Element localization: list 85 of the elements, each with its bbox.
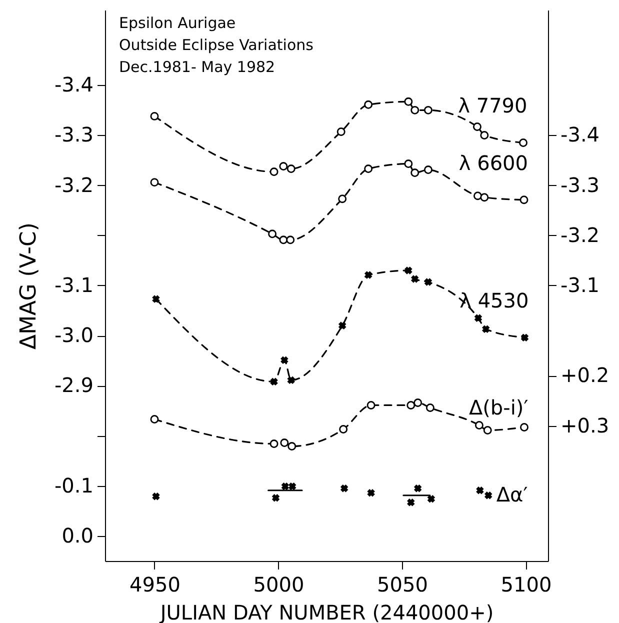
series-label: λ 7790 [458, 94, 528, 118]
y-tick-label: -3.2 [54, 172, 94, 197]
point [150, 112, 159, 120]
point [367, 489, 375, 497]
point [286, 164, 296, 174]
point [482, 325, 490, 333]
x-tick-label: 5000 [253, 572, 304, 596]
y-tick-label: 0.0 [62, 523, 94, 548]
point [521, 334, 528, 342]
point [484, 492, 492, 500]
point [474, 421, 484, 430]
point [339, 425, 348, 434]
point [150, 178, 159, 187]
x-tick-label: 5100 [500, 572, 552, 596]
y3-tick-label: -3.1 [54, 273, 94, 297]
point [404, 97, 413, 106]
point [281, 482, 289, 490]
x-tick-label: 5050 [377, 572, 428, 596]
point [414, 398, 422, 407]
point [480, 193, 489, 202]
point [414, 484, 422, 492]
point [424, 106, 432, 114]
y3-tick-label: -2.9 [54, 373, 94, 398]
point [279, 162, 288, 171]
point [476, 486, 484, 494]
y-axis-title: ΔMAG (V-C) [16, 222, 42, 350]
point [520, 423, 528, 432]
series-label: Δ(b-i)′ [468, 395, 529, 420]
point [279, 236, 288, 244]
point [364, 164, 373, 174]
point [338, 322, 346, 330]
point [338, 194, 347, 204]
point [407, 498, 415, 506]
y2-tick-label: -3.1 [560, 273, 600, 297]
point [152, 295, 160, 303]
x-tick-label: 4950 [130, 572, 180, 596]
y2-tick-label: -3.2 [560, 222, 600, 247]
point [424, 278, 432, 286]
y3-tick-label: -3.0 [54, 323, 94, 348]
y-tick-label: -3.4 [54, 72, 94, 97]
point [472, 122, 482, 131]
point [364, 100, 373, 109]
point [480, 131, 489, 140]
point [286, 236, 295, 244]
point [473, 192, 482, 200]
y2-tick-label: -3.4 [560, 122, 600, 147]
point [364, 271, 372, 279]
point [287, 376, 295, 384]
point [366, 400, 376, 410]
y2-tick-label: -3.3 [560, 172, 600, 197]
point [427, 495, 435, 503]
chart-title: Epsilon Aurigae [119, 14, 236, 32]
point [288, 442, 296, 451]
point [152, 492, 160, 500]
point [424, 166, 432, 174]
point [270, 168, 278, 176]
point [336, 127, 346, 136]
point [483, 426, 492, 434]
point [340, 484, 348, 492]
point [410, 106, 420, 114]
point [404, 160, 413, 168]
point [410, 168, 420, 178]
y-tick-label: -0.1 [54, 473, 94, 498]
point [519, 138, 528, 147]
point [406, 400, 416, 410]
point [474, 314, 482, 322]
point [272, 494, 280, 502]
annotation: Dec.1981- May 1982 [119, 58, 276, 76]
point [270, 378, 278, 386]
series-label: Δα′ [496, 482, 528, 506]
point [268, 230, 277, 238]
text: Outside Eclipse Variations [119, 36, 314, 54]
point [520, 196, 528, 204]
point [280, 356, 288, 364]
point [411, 275, 419, 283]
series-label: λ 6600 [458, 150, 528, 175]
point [150, 415, 159, 424]
point [270, 440, 278, 448]
point [426, 403, 434, 412]
point [404, 266, 412, 274]
y2-tick-label: +0.2 [560, 363, 610, 388]
y-tick-label: -3.3 [54, 122, 94, 147]
point [280, 438, 289, 448]
y2-tick-label: +0.3 [560, 413, 610, 438]
point [288, 482, 296, 490]
